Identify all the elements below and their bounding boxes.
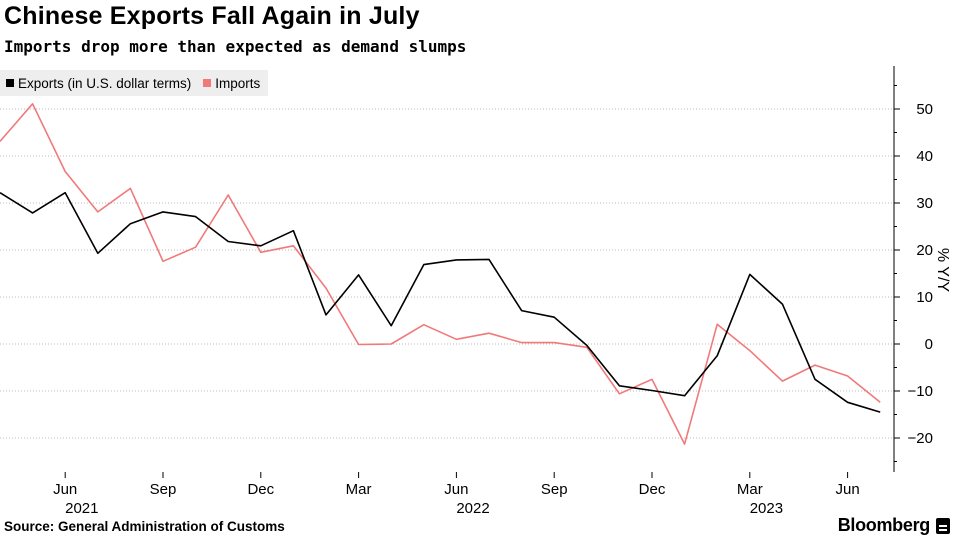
x-tick-label: Jun <box>444 481 468 498</box>
brand-name: Bloomberg <box>837 515 931 535</box>
legend-swatch-imports <box>203 79 212 87</box>
x-year-label: 2023 <box>750 500 783 517</box>
y-tick-label: 0 <box>925 336 933 353</box>
y-tick-label: 50 <box>916 101 933 118</box>
x-tick-label: Jun <box>53 481 77 498</box>
y-tick-label: 10 <box>916 289 933 306</box>
x-year-label: 2022 <box>456 500 489 517</box>
chart-legend: Exports (in U.S. dollar terms) Imports <box>0 70 269 96</box>
y-tick-label: −10 <box>908 383 933 400</box>
chart-title: Chinese Exports Fall Again in July <box>4 2 420 30</box>
bloomberg-logo: Bloomberg <box>838 515 950 536</box>
legend-label-imports: Imports <box>215 75 261 91</box>
x-year-label: 2021 <box>65 500 98 517</box>
legend-label-exports: Exports (in U.S. dollar terms) <box>18 75 192 91</box>
x-tick-label: Dec <box>639 481 666 498</box>
x-tick-label: Sep <box>541 481 568 498</box>
x-tick-label: Dec <box>247 481 274 498</box>
legend-item-exports[interactable]: Exports (in U.S. dollar terms) <box>6 76 191 91</box>
bloomberg-mark-icon <box>936 517 950 534</box>
x-tick-label: Sep <box>150 481 177 498</box>
legend-item-imports[interactable]: Imports <box>203 76 260 91</box>
y-axis-label: % Y/Y <box>934 248 951 293</box>
source-note: Source: General Administration of Custom… <box>4 519 285 534</box>
legend-swatch-exports <box>6 79 14 87</box>
imports-line <box>0 103 881 445</box>
chart-subtitle: Imports drop more than expected as deman… <box>4 37 467 56</box>
y-tick-label: 20 <box>916 242 933 259</box>
y-tick-label: 30 <box>916 195 933 212</box>
x-tick-label: Jun <box>836 481 860 498</box>
x-tick-label: Mar <box>346 481 372 498</box>
x-tick-label: Mar <box>737 481 763 498</box>
exports-line <box>0 191 881 413</box>
y-tick-label: −20 <box>908 430 933 447</box>
y-tick-label: 40 <box>916 148 933 165</box>
